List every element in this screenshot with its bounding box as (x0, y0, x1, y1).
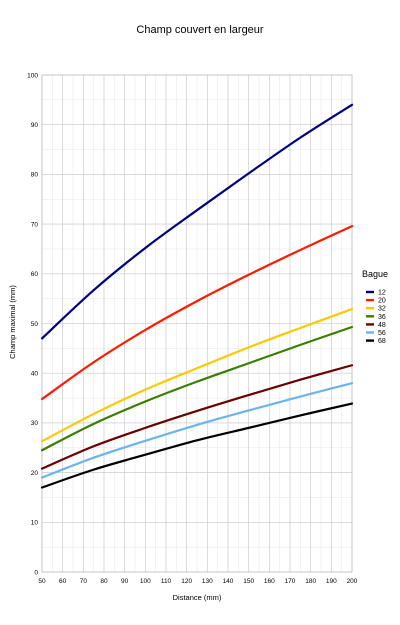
legend-label-56: 56 (378, 330, 386, 337)
x-tick-label: 160 (264, 578, 275, 585)
y-tick-label: 70 (31, 221, 39, 228)
x-tick-label: 130 (202, 578, 213, 585)
series-line-36 (40, 325, 354, 452)
x-ticks: 50 60 70 80 90 100 110 120 130 140 150 160 170 180 190… (38, 578, 357, 585)
series-line-68 (40, 402, 354, 489)
legend-label-20: 20 (378, 298, 386, 305)
legend-label-32: 32 (378, 306, 386, 313)
grid (41, 74, 353, 573)
x-tick-label: 100 (140, 578, 151, 585)
x-tick-label: 110 (161, 578, 172, 585)
x-tick-label: 200 (347, 578, 358, 585)
series-line-56 (40, 382, 354, 479)
series-line-48 (40, 364, 354, 470)
legend-label-12: 12 (378, 290, 386, 297)
y-tick-label: 10 (31, 520, 39, 527)
x-tick-label: 180 (305, 578, 316, 585)
y-tick-label: 40 (31, 371, 39, 378)
x-tick-label: 170 (285, 578, 296, 585)
x-tick-label: 50 (38, 578, 46, 585)
series-lines (40, 103, 354, 489)
y-axis-label: Champ maximal (mm) (8, 285, 17, 359)
x-axis-label: Distance (mm) (173, 593, 222, 602)
y-tick-label: 60 (31, 271, 39, 278)
legend-label-48: 48 (378, 322, 386, 329)
y-ticks: 0 10 20 30 40 50 60 70 80 90 100 (27, 72, 38, 576)
x-tick-label: 150 (243, 578, 254, 585)
chart-title: Champ couvert en largeur (136, 24, 264, 36)
y-tick-label: 100 (27, 72, 38, 79)
legend-title: Bague (362, 269, 388, 279)
x-tick-label: 60 (59, 578, 67, 585)
y-tick-label: 50 (31, 321, 39, 328)
x-tick-label: 80 (100, 578, 108, 585)
legend-label-36: 36 (378, 314, 386, 321)
y-tick-label: 90 (31, 122, 39, 129)
series-line-12 (40, 103, 354, 340)
plot-frame (41, 74, 353, 573)
y-tick-label: 0 (34, 569, 38, 576)
x-tick-label: 140 (223, 578, 234, 585)
x-tick-label: 70 (80, 578, 88, 585)
y-tick-label: 20 (31, 470, 39, 477)
x-tick-label: 190 (326, 578, 337, 585)
legend-label-68: 68 (378, 338, 386, 345)
x-tick-label: 90 (121, 578, 129, 585)
x-tick-label: 120 (181, 578, 192, 585)
series-line-32 (40, 307, 354, 443)
y-tick-label: 30 (31, 420, 39, 427)
series-line-20 (40, 224, 354, 401)
y-tick-label: 80 (31, 172, 39, 179)
